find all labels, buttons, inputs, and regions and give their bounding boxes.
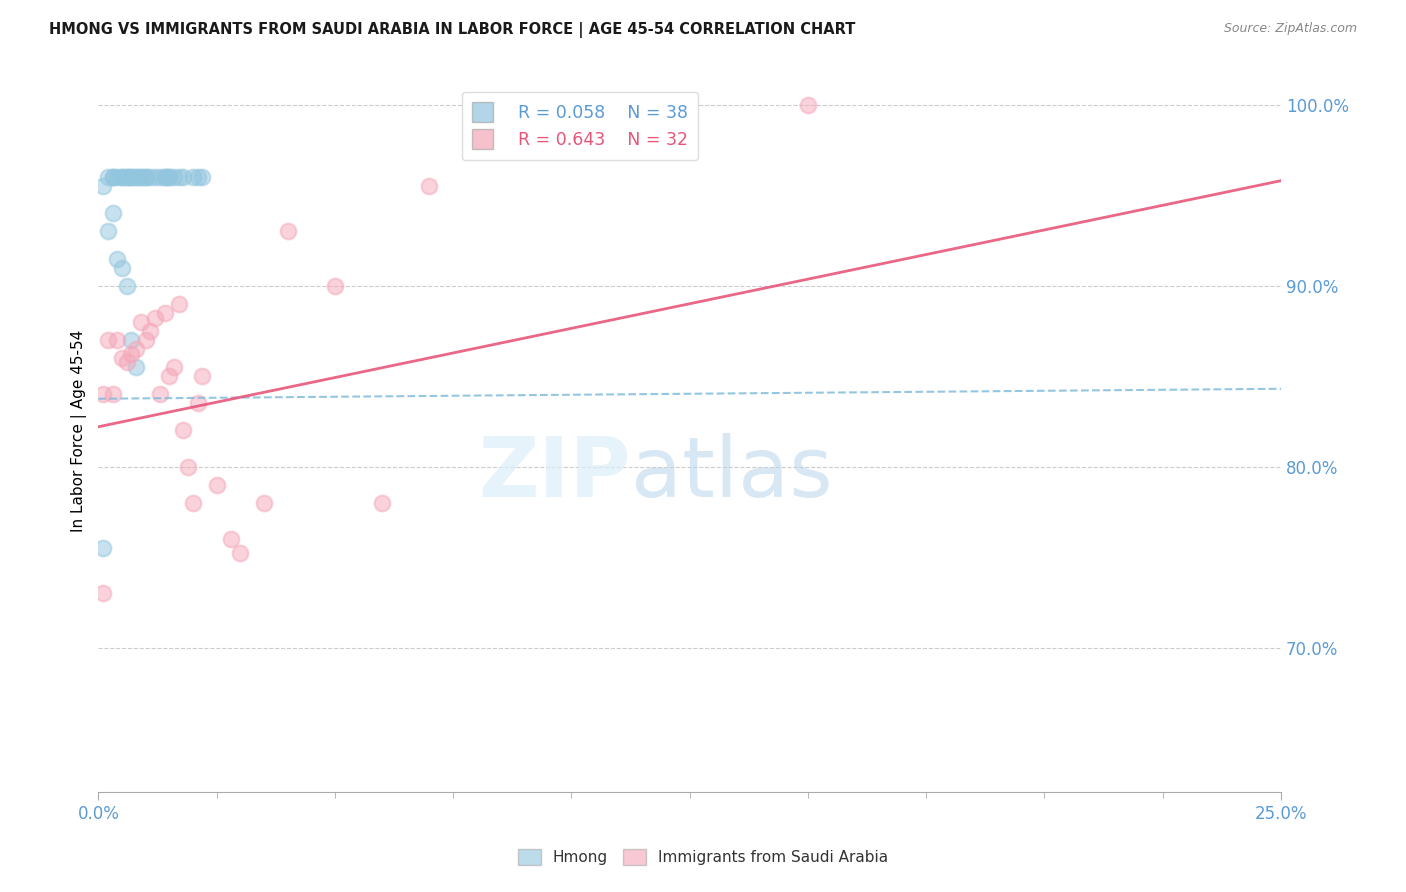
Point	[105, 252, 128, 266]
Point	[101, 170, 124, 185]
Point	[187, 396, 209, 410]
Text: HMONG VS IMMIGRANTS FROM SAUDI ARABIA IN LABOR FORCE | AGE 45-54 CORRELATION CHA: HMONG VS IMMIGRANTS FROM SAUDI ARABIA IN…	[49, 22, 856, 38]
Point	[91, 541, 114, 555]
Point	[97, 170, 120, 185]
Point	[181, 496, 204, 510]
Point	[173, 170, 195, 185]
Point	[115, 354, 138, 368]
Point	[121, 170, 143, 185]
Point	[115, 278, 138, 293]
Point	[101, 387, 124, 401]
Point	[153, 170, 176, 185]
Text: ZIP: ZIP	[478, 434, 630, 515]
Point	[101, 170, 124, 185]
Point	[149, 387, 172, 401]
Point	[129, 170, 152, 185]
Point	[143, 170, 166, 185]
Point	[111, 351, 134, 365]
Text: Source: ZipAtlas.com: Source: ZipAtlas.com	[1223, 22, 1357, 36]
Point	[91, 586, 114, 600]
Legend: Hmong, Immigrants from Saudi Arabia: Hmong, Immigrants from Saudi Arabia	[512, 843, 894, 871]
Point	[121, 347, 143, 361]
Y-axis label: In Labor Force | Age 45-54: In Labor Force | Age 45-54	[72, 329, 87, 532]
Point	[167, 297, 190, 311]
Point	[219, 532, 242, 546]
Point	[253, 496, 276, 510]
Point	[157, 170, 180, 185]
Point	[229, 546, 252, 560]
Point	[111, 170, 134, 185]
Point	[163, 170, 186, 185]
Point	[125, 170, 148, 185]
Point	[153, 170, 176, 185]
Point	[105, 170, 128, 185]
Point	[173, 424, 195, 438]
Point	[177, 459, 200, 474]
Point	[157, 170, 180, 185]
Point	[149, 170, 172, 185]
Point	[111, 170, 134, 185]
Point	[129, 170, 152, 185]
Point	[191, 369, 214, 384]
Point	[371, 496, 394, 510]
Point	[139, 324, 162, 338]
Point	[323, 278, 346, 293]
Point	[205, 477, 228, 491]
Point	[167, 170, 190, 185]
Text: atlas: atlas	[630, 434, 832, 515]
Point	[91, 387, 114, 401]
Point	[115, 170, 138, 185]
Point	[181, 170, 204, 185]
Point	[135, 333, 157, 347]
Point	[143, 311, 166, 326]
Point	[101, 206, 124, 220]
Point	[125, 342, 148, 356]
Point	[91, 179, 114, 194]
Point	[157, 369, 180, 384]
Legend:   R = 0.058    N = 38,   R = 0.643    N = 32: R = 0.058 N = 38, R = 0.643 N = 32	[461, 92, 699, 160]
Point	[97, 224, 120, 238]
Point	[139, 170, 162, 185]
Point	[115, 170, 138, 185]
Point	[135, 170, 157, 185]
Point	[187, 170, 209, 185]
Point	[153, 306, 176, 320]
Point	[129, 315, 152, 329]
Point	[121, 170, 143, 185]
Point	[111, 260, 134, 275]
Point	[191, 170, 214, 185]
Point	[277, 224, 299, 238]
Point	[418, 179, 440, 194]
Point	[125, 170, 148, 185]
Point	[105, 333, 128, 347]
Point	[125, 360, 148, 375]
Point	[797, 97, 820, 112]
Point	[135, 170, 157, 185]
Point	[163, 360, 186, 375]
Point	[121, 333, 143, 347]
Point	[97, 333, 120, 347]
